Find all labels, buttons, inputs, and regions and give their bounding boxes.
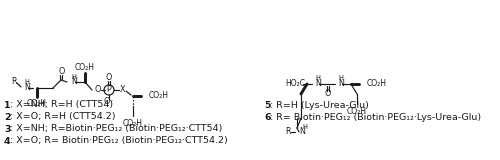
Text: : X=O; R=H (CTT54.2): : X=O; R=H (CTT54.2) <box>10 112 116 121</box>
Text: : R= Biotin·PEG₁₂ (Biotin·PEG₁₂·Lys-Urea-Glu): : R= Biotin·PEG₁₂ (Biotin·PEG₁₂·Lys-Urea… <box>270 112 481 121</box>
Text: CO₂H: CO₂H <box>367 80 387 88</box>
Text: O⁻: O⁻ <box>104 97 115 107</box>
Text: H: H <box>338 75 343 81</box>
Text: : X=O; R= Biotin·PEG₁₂ (Biotin·PEG₁₂·CTT54.2): : X=O; R= Biotin·PEG₁₂ (Biotin·PEG₁₂·CTT… <box>10 136 228 145</box>
Text: R: R <box>285 128 291 136</box>
Text: R: R <box>11 77 17 87</box>
Text: 4: 4 <box>4 136 10 145</box>
Text: H: H <box>24 79 29 85</box>
Text: H: H <box>302 124 307 130</box>
Text: O: O <box>59 68 65 76</box>
Text: N: N <box>299 128 305 136</box>
Text: 2: 2 <box>4 112 10 121</box>
Text: N: N <box>71 77 77 87</box>
Text: X: X <box>120 85 126 95</box>
Text: 1: 1 <box>4 100 10 109</box>
Text: H: H <box>71 74 76 80</box>
Text: O: O <box>325 89 331 99</box>
Text: 5: 5 <box>264 100 270 109</box>
Text: P: P <box>106 85 112 95</box>
Text: CO₂H: CO₂H <box>149 92 169 100</box>
Text: : X=NH; R=Biotin·PEG₁₂ (Biotin·PEG₁₂·CTT54): : X=NH; R=Biotin·PEG₁₂ (Biotin·PEG₁₂·CTT… <box>10 124 222 133</box>
Text: N: N <box>338 80 344 88</box>
Text: O: O <box>95 85 101 95</box>
Text: CO₂H: CO₂H <box>123 119 143 128</box>
Text: N: N <box>315 80 321 88</box>
Text: H: H <box>315 75 320 81</box>
Text: O: O <box>106 73 112 83</box>
Text: N: N <box>24 84 30 92</box>
Text: 6: 6 <box>264 112 270 121</box>
Text: HO₂C: HO₂C <box>285 80 305 88</box>
Text: CO₂H: CO₂H <box>347 107 367 116</box>
Text: : X=NH; R=H (CTT54): : X=NH; R=H (CTT54) <box>10 100 113 109</box>
Text: 3: 3 <box>4 124 10 133</box>
Text: CO₂H: CO₂H <box>75 63 95 72</box>
Text: CO₂H: CO₂H <box>27 99 47 108</box>
Text: : R=H (Lys-Urea-Glu): : R=H (Lys-Urea-Glu) <box>270 100 369 109</box>
